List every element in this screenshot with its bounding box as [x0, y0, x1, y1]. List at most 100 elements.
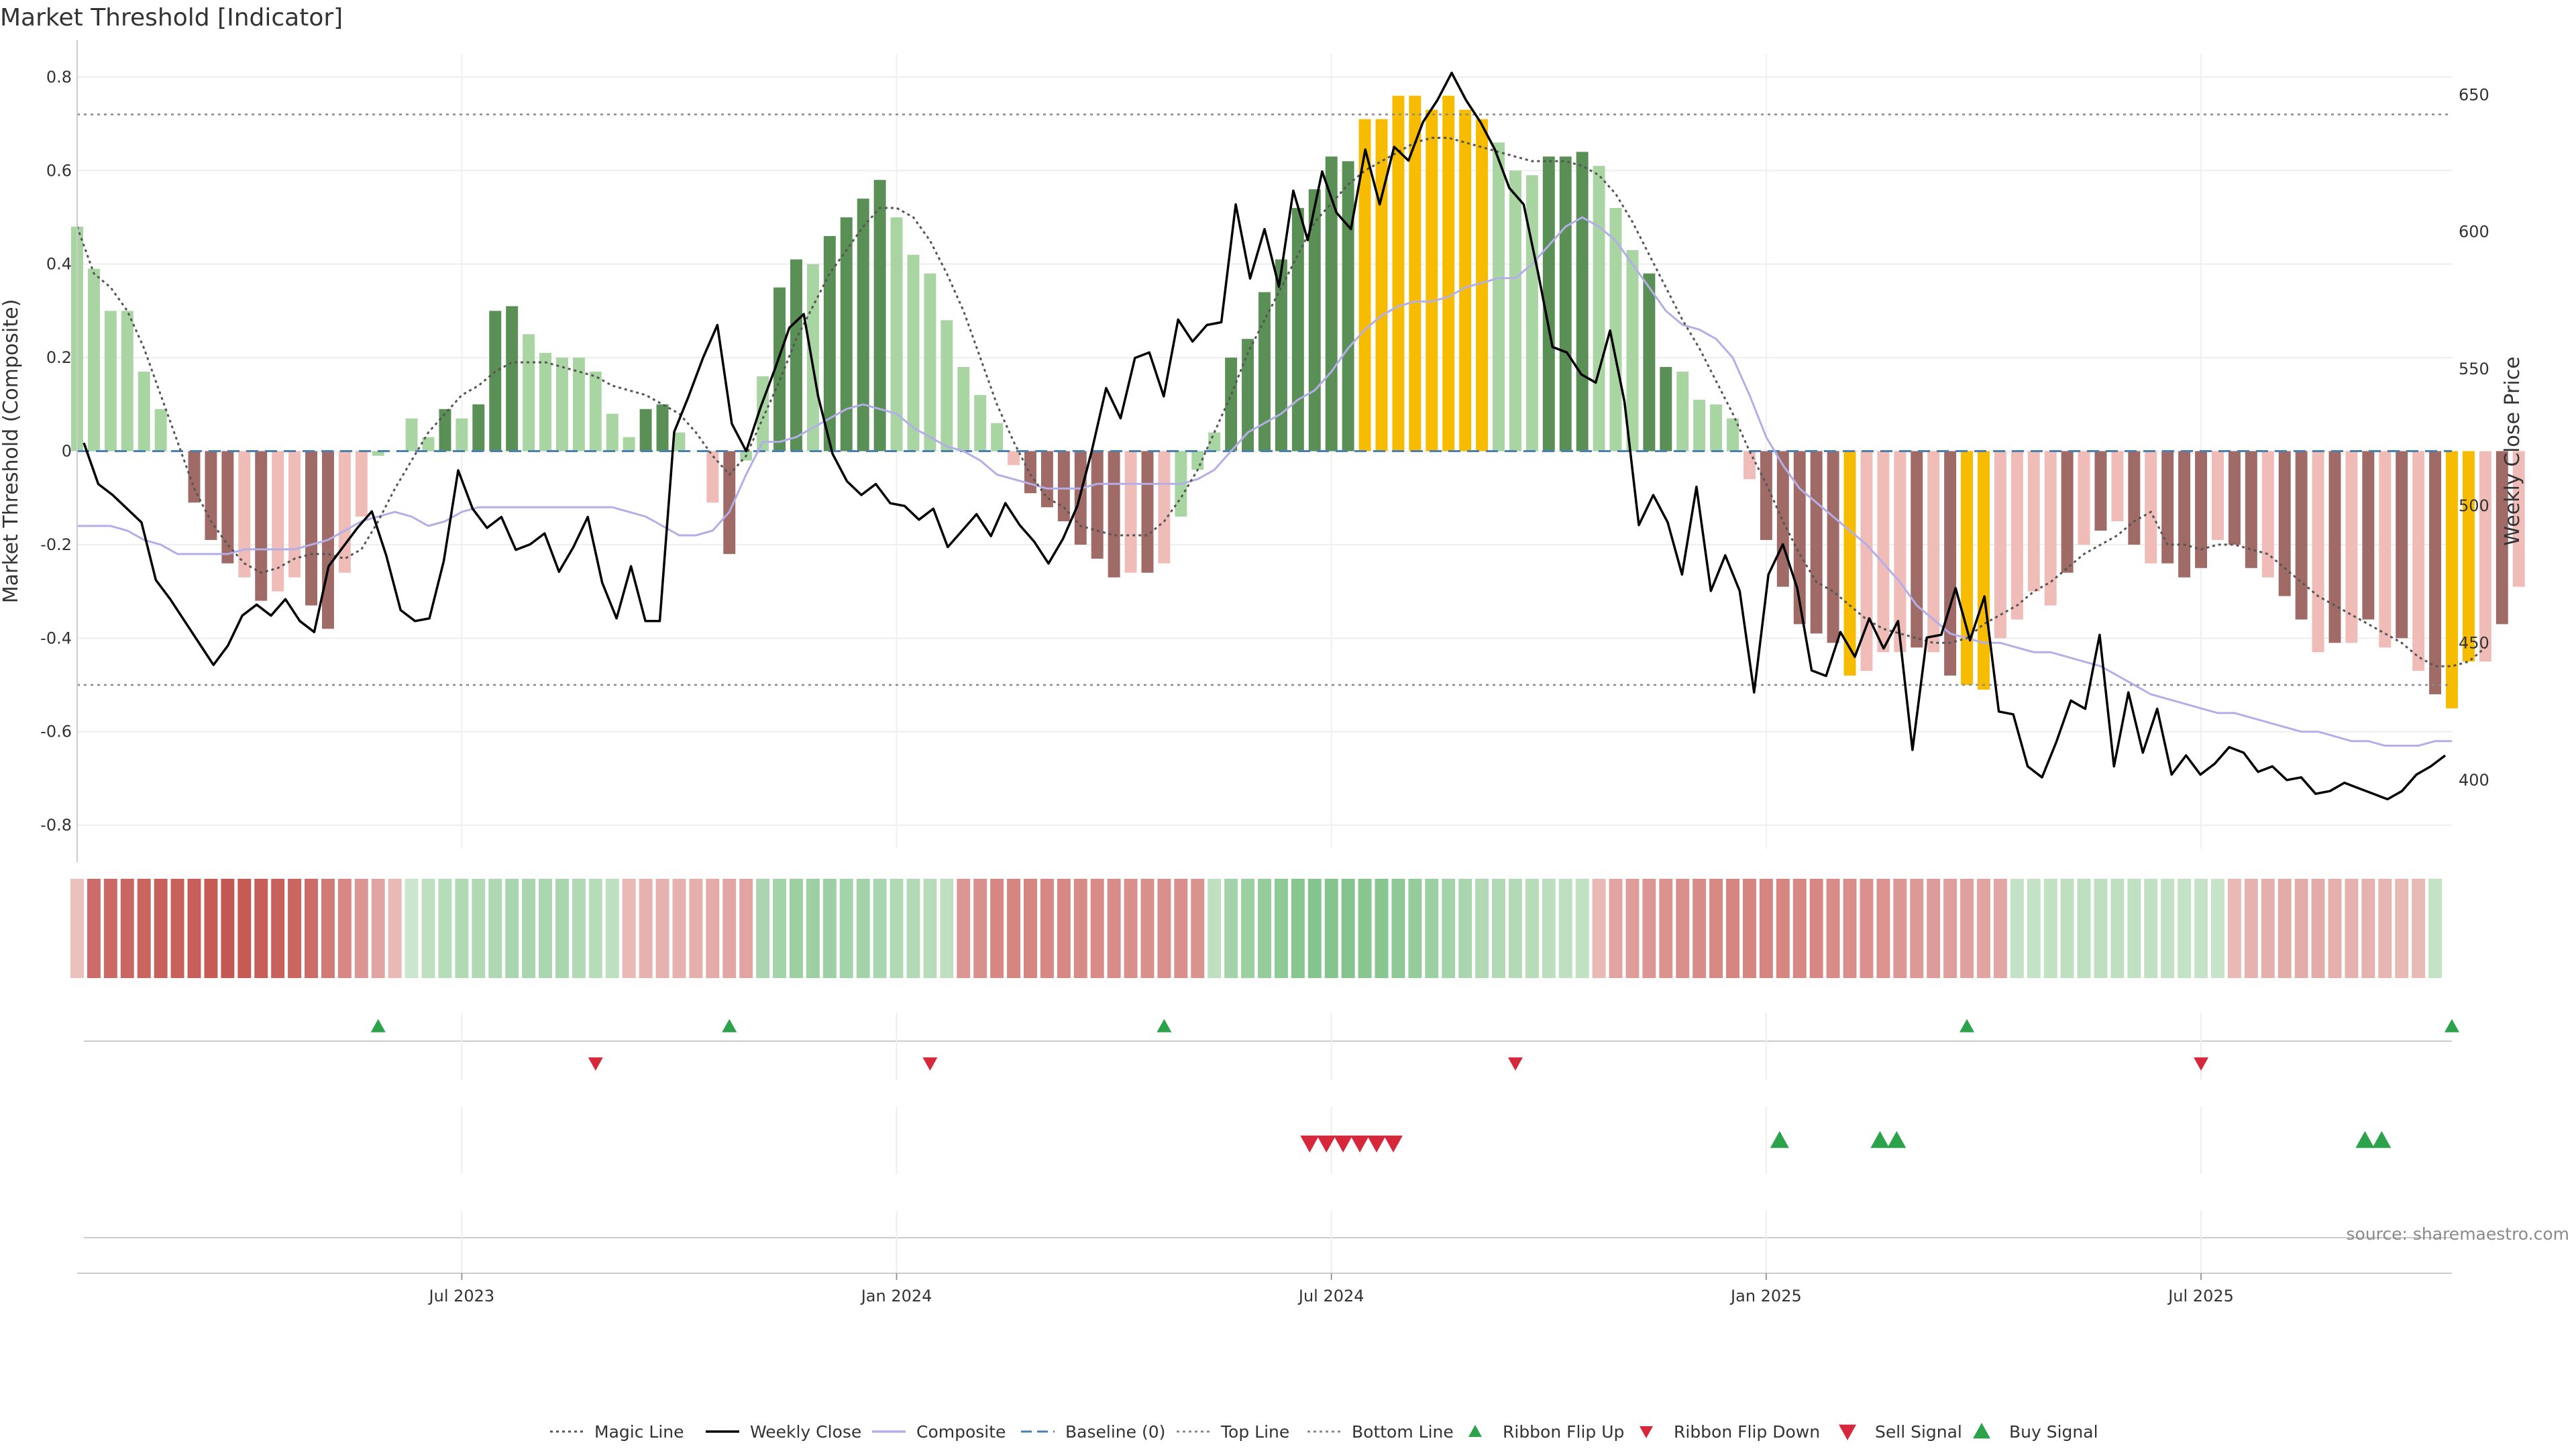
ribbon-cell: [856, 879, 870, 978]
legend-swatch: [1839, 1424, 1856, 1440]
composite-bar: [489, 311, 502, 451]
ribbon-cell: [70, 879, 84, 978]
composite-bar: [2328, 451, 2341, 643]
composite-bar: [2479, 451, 2491, 662]
chart-title: Market Threshold [Indicator]: [0, 4, 343, 32]
legend-label: Weekly Close: [750, 1422, 861, 1442]
ribbon-cell: [1291, 879, 1305, 978]
ribbon-cell: [1258, 879, 1271, 978]
ribbon-cell: [2194, 879, 2208, 978]
ribbon-cell: [522, 879, 536, 978]
composite-bar: [623, 437, 635, 451]
ribbon-cell: [1625, 879, 1640, 978]
composite-bars: [71, 95, 2525, 708]
ribbon-cell: [204, 879, 218, 978]
composite-bar: [589, 372, 602, 451]
ribbon-cell: [1876, 879, 1890, 978]
ribbon-cell: [472, 879, 486, 978]
ribbon-cell: [2178, 879, 2192, 978]
composite-bar: [2295, 451, 2308, 620]
ribbon-cell: [1174, 879, 1188, 978]
ribbon-cell: [2227, 879, 2241, 978]
composite-bar: [790, 259, 802, 451]
legend-label: Top Line: [1220, 1422, 1289, 1442]
composite-bar: [723, 451, 736, 554]
ribbon-cell: [1927, 879, 1941, 978]
ribbon-cell: [1826, 879, 1840, 978]
composite-bar: [305, 451, 317, 606]
composite-bar: [1108, 451, 1120, 578]
ribbon-cell: [689, 879, 703, 978]
composite-bar: [941, 320, 953, 451]
ribbon-cell: [1575, 879, 1589, 978]
composite-bar: [1008, 451, 1020, 466]
ribbon-cell: [388, 879, 402, 978]
composite-bar: [1760, 451, 1772, 540]
magic-line: [76, 137, 2486, 667]
composite-bar: [2278, 451, 2291, 596]
composite-bar: [1660, 367, 1672, 451]
composite-bar: [1242, 339, 1254, 451]
ribbon-cell: [1993, 879, 2007, 978]
ribbon-cell: [1642, 879, 1656, 978]
ribbon-cell: [1408, 879, 1422, 978]
ribbon-cell: [1977, 879, 1990, 978]
composite-bar: [1576, 152, 1589, 451]
ribbon-cell: [2277, 879, 2292, 978]
legend-item: Buy Signal: [1973, 1422, 2098, 1442]
composite-bar: [1493, 142, 1505, 451]
ribbon-cell: [1776, 879, 1790, 978]
x-tick-label: Jan 2025: [1729, 1287, 1802, 1305]
composite-bar: [1275, 259, 1287, 451]
ribbon-cell: [923, 879, 937, 978]
composite-bar: [2128, 451, 2141, 545]
ribbon-cell: [706, 879, 720, 978]
ribbon-cell: [1759, 879, 1773, 978]
buy-signal-marker: [1770, 1131, 1789, 1148]
composite-bar: [2178, 451, 2191, 578]
composite-bar: [924, 273, 936, 451]
ribbon-cell: [321, 879, 335, 978]
sell-signal-marker: [1383, 1135, 1403, 1152]
ribbon-cell: [2077, 879, 2091, 978]
composite-bar: [104, 311, 117, 451]
composite-bar: [2512, 451, 2525, 587]
ribbon-cell: [1341, 879, 1355, 978]
ribbon-cell: [2361, 879, 2375, 978]
ribbon-cell: [2144, 879, 2158, 978]
ribbon-cell: [1492, 879, 1505, 978]
ribbon-cell: [2060, 879, 2074, 978]
legend-item: Baseline (0): [1021, 1422, 1165, 1442]
ribbon-cell: [588, 879, 602, 978]
composite-bar: [2061, 451, 2074, 573]
composite-bar: [2078, 451, 2090, 545]
ribbon-cell: [187, 879, 201, 978]
composite-bar: [1693, 399, 1706, 451]
ribbon-cell: [973, 879, 987, 978]
ribbon-cell: [1040, 879, 1054, 978]
ribbon-cell: [605, 879, 619, 978]
composite-bar: [1593, 166, 1605, 451]
ribbon-cell: [1742, 879, 1756, 978]
ribbon-cell: [1525, 879, 1539, 978]
ribbon-cell: [2428, 879, 2443, 978]
ribbon-cell: [1609, 879, 1623, 978]
ribbon-cell: [1208, 879, 1222, 978]
ribbon-cell: [305, 879, 318, 978]
legend-item: Composite: [872, 1422, 1006, 1442]
composite-bar: [673, 432, 686, 451]
ribbon-cell: [1307, 879, 1322, 978]
ribbon-cell: [1007, 879, 1021, 978]
ribbon-flip-up-marker: [722, 1019, 737, 1032]
composite-bar: [1291, 208, 1304, 451]
composite-bar: [1977, 451, 1990, 690]
ribbon-cell: [1860, 879, 1874, 978]
ribbon-cell: [539, 879, 552, 978]
composite-bar: [2145, 451, 2157, 564]
composite-bar: [1509, 170, 1521, 451]
composite-bar: [338, 451, 351, 573]
ribbon-cell: [421, 879, 435, 978]
composite-bar: [2429, 451, 2442, 694]
signal-panels: [84, 1013, 2459, 1275]
ribbon-cell: [1592, 879, 1606, 978]
